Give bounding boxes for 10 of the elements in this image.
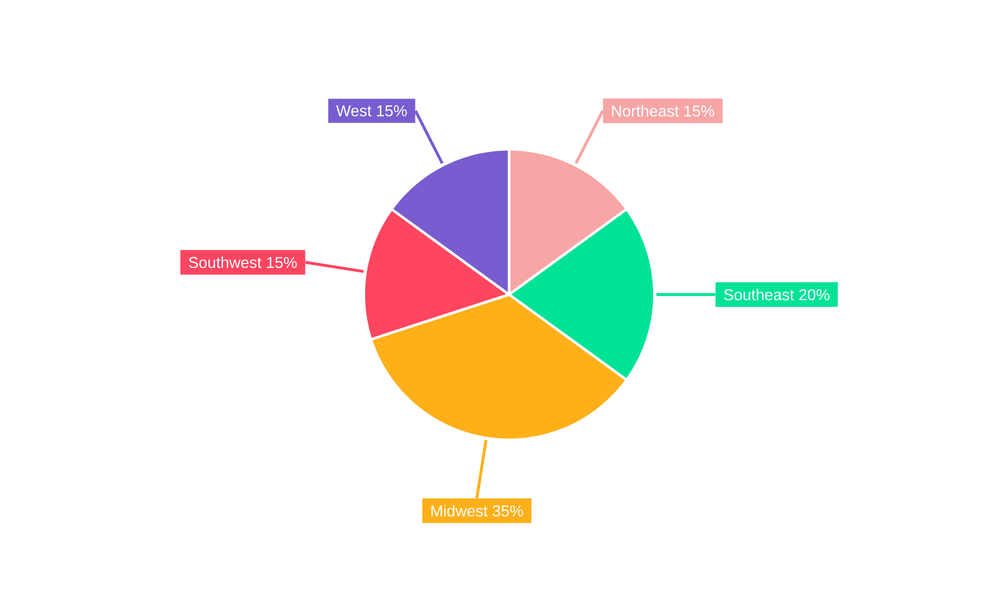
data-label: 15% bbox=[377, 105, 407, 116]
slice-label: Southeast bbox=[724, 288, 794, 300]
data-label: 35% bbox=[492, 505, 523, 516]
data-label: 15% bbox=[267, 256, 297, 268]
data-label: 15% bbox=[684, 106, 714, 117]
slice-label: West bbox=[336, 105, 372, 116]
slice-label: Midwest bbox=[431, 504, 488, 516]
slice-label: Southwest bbox=[188, 256, 262, 268]
slice-label: Northeast bbox=[612, 105, 679, 117]
data-label: 20% bbox=[799, 289, 830, 300]
